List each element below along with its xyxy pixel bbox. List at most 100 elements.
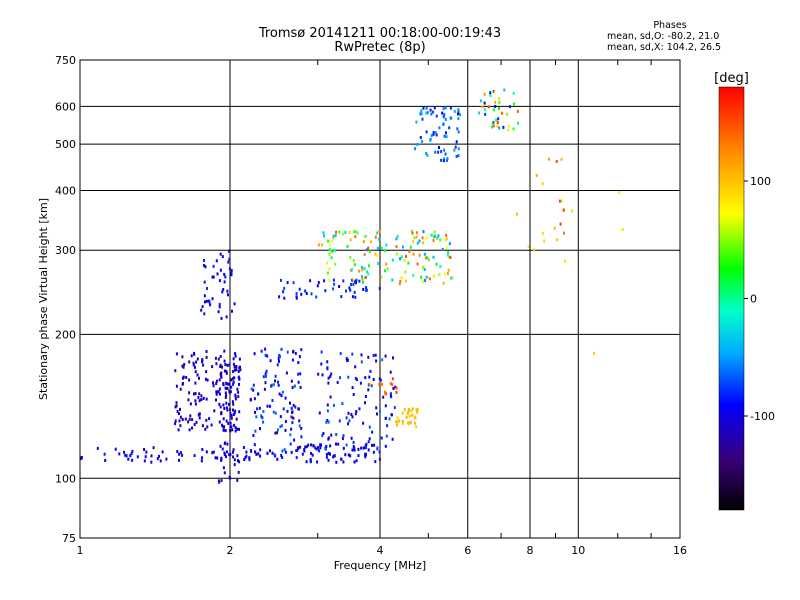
data-point xyxy=(492,120,495,124)
data-point xyxy=(394,385,397,389)
data-point xyxy=(179,424,182,428)
data-point xyxy=(230,272,233,276)
data-point xyxy=(200,459,203,463)
data-point xyxy=(205,397,208,401)
data-point xyxy=(274,431,277,435)
data-point xyxy=(395,391,398,394)
data-point xyxy=(391,258,394,262)
data-point xyxy=(254,450,257,454)
data-point xyxy=(375,406,378,410)
data-point xyxy=(294,351,297,355)
data-point xyxy=(425,151,428,155)
data-point xyxy=(425,275,428,279)
data-point xyxy=(326,367,329,371)
data-point xyxy=(194,392,197,396)
data-point xyxy=(280,278,282,282)
data-point xyxy=(411,407,414,411)
data-point xyxy=(203,259,205,262)
data-point xyxy=(345,443,348,447)
data-point xyxy=(183,363,186,366)
data-point xyxy=(341,402,344,406)
data-point xyxy=(205,299,208,303)
data-point xyxy=(228,453,231,457)
data-point xyxy=(414,421,417,425)
data-point xyxy=(376,254,379,258)
data-point xyxy=(492,108,495,112)
data-point xyxy=(370,384,373,388)
data-point xyxy=(376,412,378,416)
data-point xyxy=(453,148,456,152)
data-point xyxy=(216,456,219,460)
data-point xyxy=(435,133,438,137)
data-point xyxy=(264,347,267,351)
data-point xyxy=(284,450,287,454)
data-point xyxy=(353,460,356,464)
data-point xyxy=(222,466,225,470)
data-point xyxy=(415,235,418,239)
data-point xyxy=(354,412,357,416)
data-point xyxy=(224,429,227,433)
data-point xyxy=(224,396,227,399)
data-point xyxy=(243,458,246,461)
data-point xyxy=(341,437,344,441)
data-point xyxy=(323,234,325,238)
data-point xyxy=(421,236,424,240)
data-point xyxy=(457,117,460,121)
data-point xyxy=(280,347,283,351)
data-point xyxy=(410,409,413,413)
data-point xyxy=(345,357,348,361)
data-point xyxy=(280,453,283,457)
data-point xyxy=(215,390,218,394)
data-point xyxy=(360,265,363,269)
data-point xyxy=(396,252,399,256)
data-point xyxy=(218,420,221,424)
data-point xyxy=(234,429,237,433)
data-point xyxy=(225,419,228,423)
data-point xyxy=(548,157,551,161)
data-point xyxy=(104,459,107,462)
data-point xyxy=(221,290,224,294)
x-tick-label: 2 xyxy=(227,544,234,557)
data-point xyxy=(235,368,238,372)
data-point xyxy=(410,229,413,233)
data-point xyxy=(446,271,449,275)
data-point xyxy=(328,252,331,256)
data-point xyxy=(373,443,376,447)
data-point xyxy=(232,455,235,459)
data-point xyxy=(230,269,233,272)
data-point xyxy=(233,365,236,369)
data-point xyxy=(254,429,257,433)
data-point xyxy=(325,420,328,424)
data-point xyxy=(350,413,353,416)
data-point xyxy=(496,124,499,128)
data-point xyxy=(215,259,218,263)
data-point xyxy=(266,451,269,455)
data-point xyxy=(193,423,196,426)
data-point xyxy=(429,108,432,112)
data-point xyxy=(276,431,279,435)
data-point xyxy=(374,353,377,357)
data-point xyxy=(293,438,296,442)
data-point xyxy=(358,407,361,411)
data-point xyxy=(412,240,415,244)
data-point xyxy=(175,404,178,408)
data-point xyxy=(389,394,392,398)
data-point xyxy=(419,112,422,116)
data-point xyxy=(416,407,419,411)
data-point xyxy=(438,126,441,130)
data-point xyxy=(564,259,567,263)
data-point xyxy=(362,240,365,244)
data-point xyxy=(391,383,394,387)
data-point xyxy=(131,449,134,453)
data-point xyxy=(457,109,460,113)
data-point xyxy=(206,287,208,290)
data-point xyxy=(188,417,191,421)
data-point xyxy=(329,243,332,247)
data-point xyxy=(493,90,496,94)
data-point xyxy=(174,369,177,373)
data-point xyxy=(426,153,429,157)
data-point xyxy=(255,452,258,456)
data-point xyxy=(380,246,383,250)
data-point xyxy=(300,348,303,352)
data-point xyxy=(618,191,621,194)
